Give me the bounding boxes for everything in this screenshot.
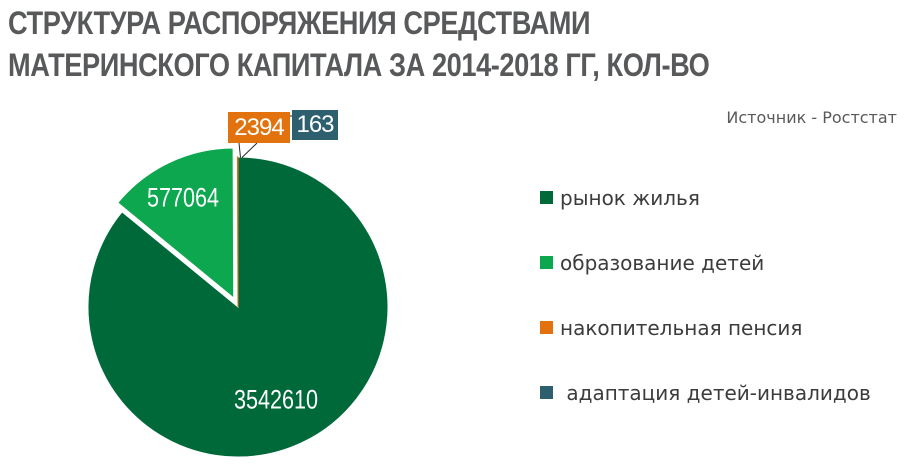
chart-legend: рынок жилья образование детей накопительна… bbox=[540, 184, 871, 444]
legend-item-4: адаптация детей-инвалидов bbox=[540, 379, 871, 406]
title-line-2: МАТЕРИНСКОГО КАПИТАЛА ЗА 2014-2018 ГГ, К… bbox=[8, 47, 710, 83]
pie-slice-1 bbox=[87, 156, 389, 458]
pie-slices bbox=[87, 147, 389, 458]
pie-chart bbox=[87, 115, 389, 458]
source-note: Источник - Ростстат bbox=[726, 108, 897, 127]
pie-slice-2 bbox=[117, 147, 235, 300]
legend-swatch bbox=[540, 321, 553, 334]
title-line-1: СТРУКТУРА РАСПОРЯЖЕНИЯ СРЕДСТВАМИ bbox=[8, 5, 591, 41]
legend-label: рынок жилья bbox=[560, 185, 700, 210]
legend-label: образование детей bbox=[560, 250, 765, 275]
leader-line-adaptation bbox=[241, 142, 258, 158]
data-label-housing: 3542610 bbox=[233, 384, 319, 415]
legend-item-3: накопительная пенсия bbox=[540, 314, 871, 341]
legend-swatch bbox=[540, 191, 553, 204]
legend-swatch bbox=[540, 386, 553, 399]
legend-label: накопительная пенсия bbox=[560, 315, 803, 340]
page-title: СТРУКТУРА РАСПОРЯЖЕНИЯ СРЕДСТВАМИ МАТЕРИ… bbox=[8, 2, 710, 86]
data-label-pension: 2394 bbox=[228, 112, 290, 143]
pie-slice-3 bbox=[236, 156, 239, 308]
legend-item-1: рынок жилья bbox=[540, 184, 871, 211]
legend-item-2: образование детей bbox=[540, 249, 871, 276]
data-label-education: 577064 bbox=[146, 182, 220, 213]
legend-swatch bbox=[540, 256, 553, 269]
leader-line-pension bbox=[238, 142, 241, 158]
data-label-adaptation: 163 bbox=[292, 110, 338, 140]
legend-label: адаптация детей-инвалидов bbox=[560, 380, 871, 405]
